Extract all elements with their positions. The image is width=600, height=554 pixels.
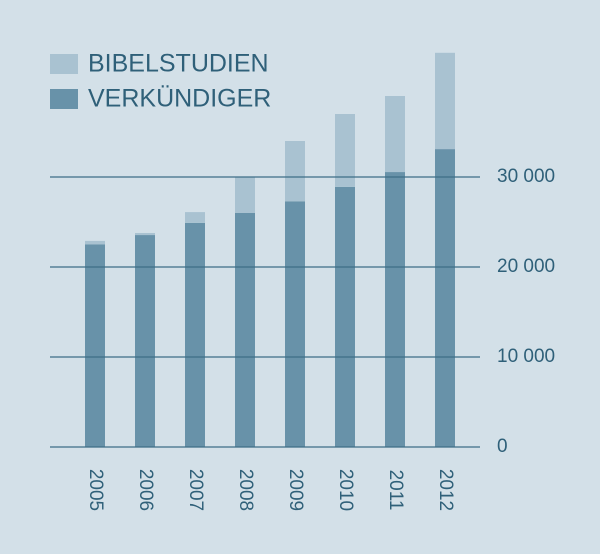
y-tick-label: 30 000 bbox=[497, 166, 555, 187]
y-tick-label: 0 bbox=[497, 436, 508, 457]
x-tick-label: 2008 bbox=[235, 469, 256, 511]
bar-segment bbox=[385, 96, 405, 173]
bar-segment bbox=[135, 235, 155, 447]
bar-segment bbox=[235, 177, 255, 213]
x-tick-label: 2006 bbox=[135, 469, 156, 511]
x-tick-label: 2005 bbox=[85, 469, 106, 511]
y-tick-label: 10 000 bbox=[497, 346, 555, 367]
bar-segment bbox=[285, 141, 305, 202]
legend-label: BIBELSTUDIEN bbox=[88, 50, 269, 78]
x-tick-label: 2009 bbox=[285, 469, 306, 511]
bar-segment bbox=[135, 232, 155, 236]
x-tick-label: 2012 bbox=[435, 469, 456, 511]
bar-segment bbox=[335, 186, 355, 447]
bar-segment bbox=[285, 201, 305, 447]
legend-swatch bbox=[50, 54, 78, 74]
bar-segment bbox=[435, 52, 455, 150]
bar-segment bbox=[235, 213, 255, 447]
bar-segment bbox=[185, 222, 205, 447]
bar-segment bbox=[185, 212, 205, 223]
bar-segment bbox=[85, 240, 105, 245]
bar-segment bbox=[435, 149, 455, 447]
bar-segment bbox=[335, 114, 355, 187]
y-tick-label: 20 000 bbox=[497, 256, 555, 277]
x-tick-label: 2011 bbox=[385, 470, 406, 511]
bar-segment bbox=[385, 172, 405, 448]
legend-label: VERKÜNDIGER bbox=[88, 85, 271, 113]
x-tick-label: 2010 bbox=[335, 469, 356, 511]
x-tick-label: 2007 bbox=[185, 469, 206, 511]
bar-segment bbox=[85, 244, 105, 447]
legend-swatch bbox=[50, 89, 78, 109]
